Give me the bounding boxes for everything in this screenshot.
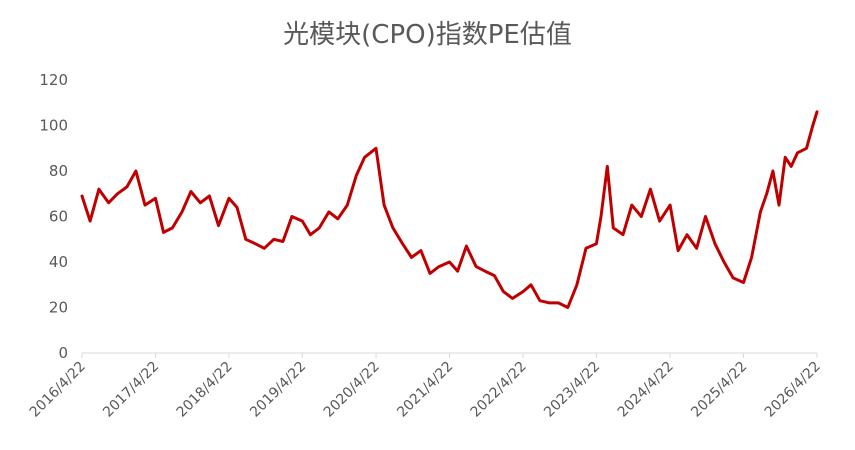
y-tick-label: 60 <box>49 208 68 226</box>
x-tick-label: 2026/4/22 <box>762 359 824 421</box>
y-tick-label: 120 <box>39 71 68 89</box>
chart-title: 光模块(CPO)指数PE估值 <box>283 20 572 50</box>
y-tick-label: 20 <box>49 299 68 317</box>
x-tick-label: 2023/4/22 <box>541 359 603 421</box>
x-tick-label: 2019/4/22 <box>247 359 309 421</box>
x-tick-label: 2022/4/22 <box>468 359 530 421</box>
y-tick-label: 0 <box>58 344 68 362</box>
x-tick-label: 2025/4/22 <box>688 359 750 421</box>
series-line <box>80 110 819 309</box>
x-tick-label: 2021/4/22 <box>394 359 456 421</box>
x-tick-label: 2017/4/22 <box>100 359 162 421</box>
y-tick-label: 100 <box>39 117 68 135</box>
y-axis: 0 20 40 60 80 100 120 <box>39 71 68 362</box>
x-tick-label: 2024/4/22 <box>615 359 677 421</box>
x-axis: 2016/4/22 2017/4/22 2018/4/22 2019/4/22 2020… <box>27 352 824 421</box>
series-layer <box>80 110 819 309</box>
x-tick-label: 2016/4/22 <box>27 359 89 421</box>
y-tick-label: 80 <box>49 162 68 180</box>
x-tick-label: 2018/4/22 <box>174 359 236 421</box>
x-tick-label: 2020/4/22 <box>321 359 383 421</box>
y-tick-label: 40 <box>49 253 68 271</box>
